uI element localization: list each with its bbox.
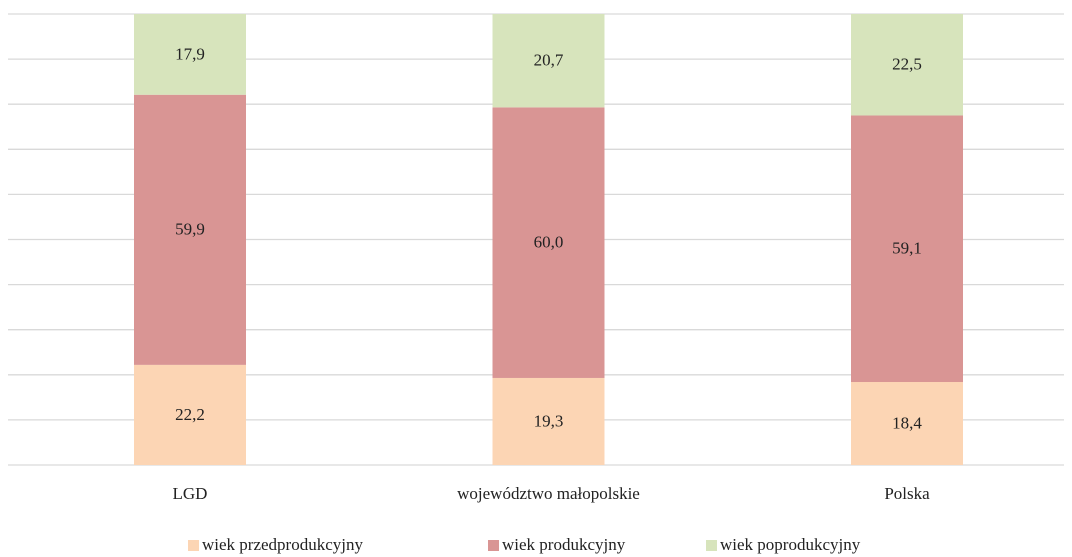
data-label: 22,2 [175,405,205,424]
x-tick-label: województwo małopolskie [457,484,640,503]
data-label: 17,9 [175,44,205,63]
legend-swatch [706,540,717,551]
data-label: 22,5 [892,55,922,74]
legend-label: wiek przedprodukcyjny [202,535,363,554]
bar-segment [492,377,605,465]
bar-segment [851,14,963,116]
data-label: 60,0 [534,233,564,252]
bar-segment [851,382,963,465]
bar-segment [134,94,246,365]
data-label: 20,7 [534,51,564,70]
bar-segment [492,14,605,108]
data-label: 18,4 [892,413,922,432]
bar-segment [851,115,963,383]
bar-segment [134,14,246,95]
x-tick-label: LGD [173,484,208,503]
legend-label: wiek produkcyjny [502,535,626,554]
bar-segment [134,364,246,465]
legend-swatch [188,540,199,551]
x-tick-label: Polska [884,484,930,503]
legend-label: wiek poprodukcyjny [720,535,861,554]
bar-segment [492,107,605,378]
data-label: 19,3 [534,411,564,430]
data-label: 59,1 [892,239,922,258]
data-label: 59,9 [175,220,205,239]
legend-swatch [488,540,499,551]
